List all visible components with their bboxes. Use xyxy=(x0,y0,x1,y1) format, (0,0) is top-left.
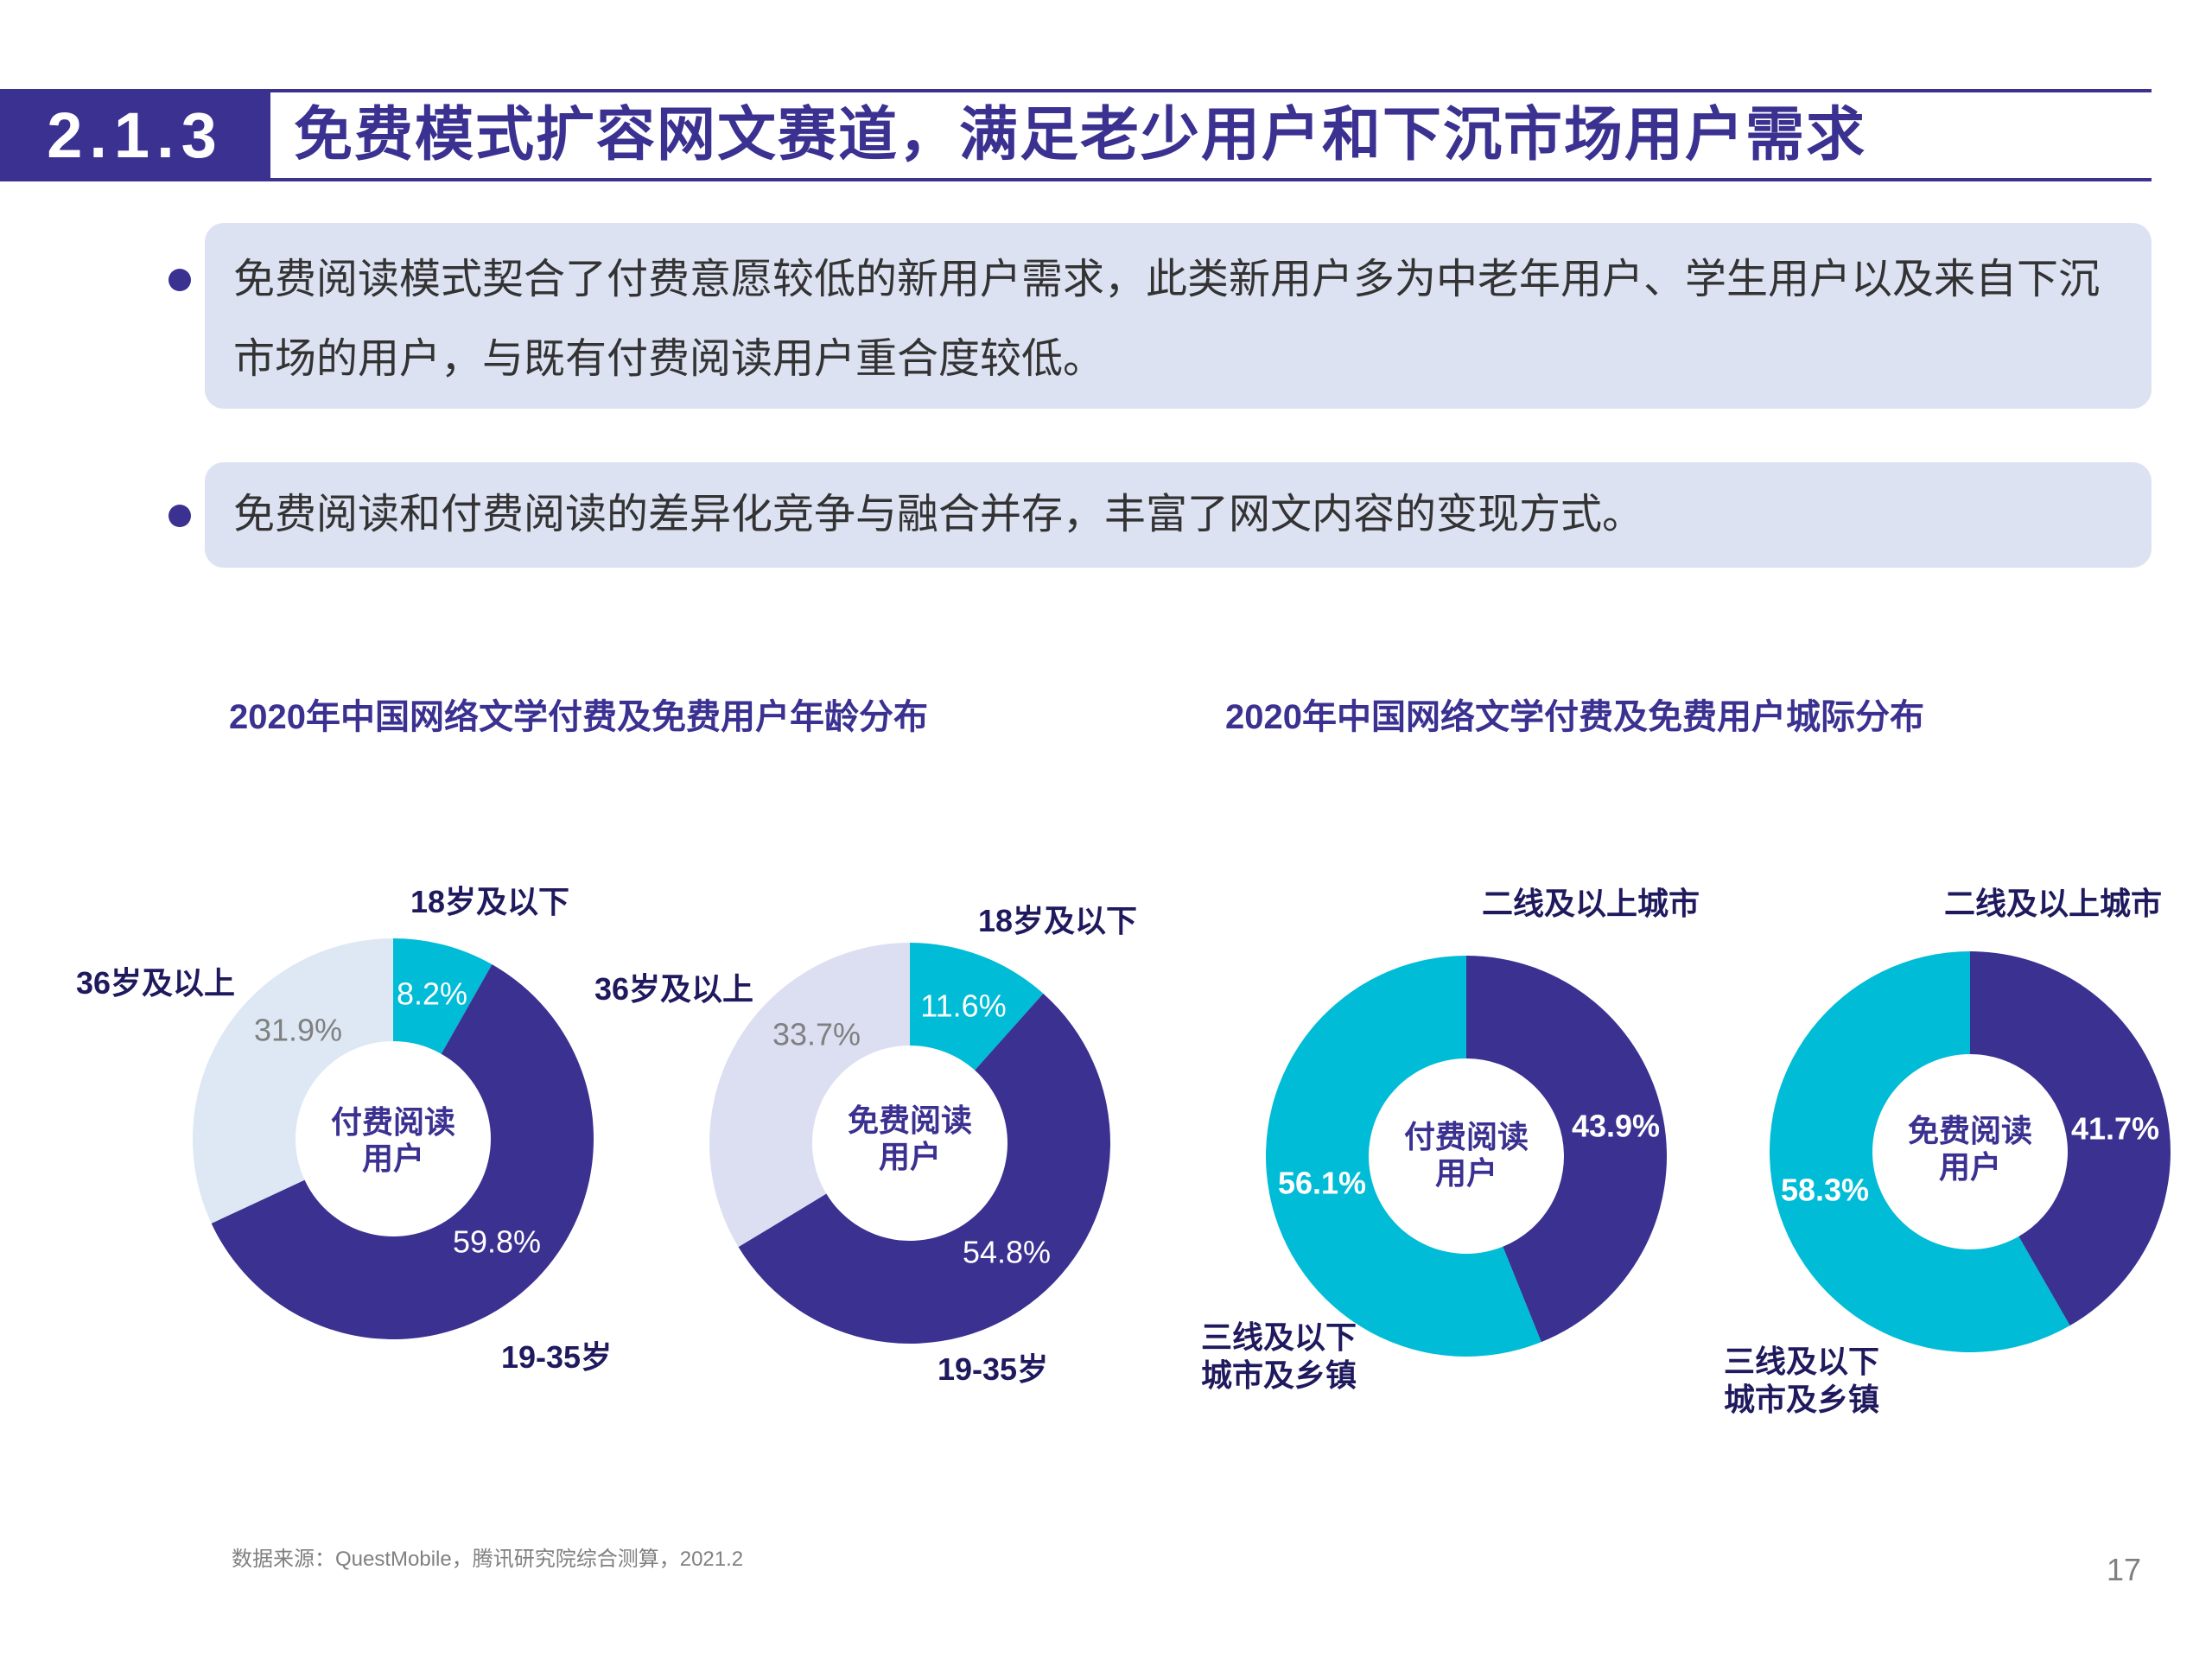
bullet-dot-icon xyxy=(168,505,191,527)
donut-slice xyxy=(393,938,493,1054)
donut-slice xyxy=(1970,951,2171,1326)
slice-value-label: 58.3% xyxy=(1781,1173,1869,1208)
donut-slice xyxy=(910,943,1044,1071)
section-header: 2.1.3 免费模式扩容网文赛道，满足老少用户和下沉市场用户需求 xyxy=(0,89,2212,181)
page-number: 17 xyxy=(2107,1552,2142,1587)
donut-slice xyxy=(1770,951,2070,1352)
slice-category-label: 18岁及以下 xyxy=(410,884,569,919)
age-chart-title: 2020年中国网络文学付费及免费用户年龄分布 xyxy=(229,698,928,736)
slice-value-label: 43.9% xyxy=(1572,1109,1660,1144)
slice-category-label: 三线及以下城市及乡镇 xyxy=(1201,1319,1357,1393)
slice-value-label: 59.8% xyxy=(453,1224,541,1260)
page-title: 免费模式扩容网文赛道，满足老少用户和下沉市场用户需求 xyxy=(294,102,1867,168)
section-number: 2.1.3 xyxy=(0,89,270,181)
donut-center-label: 付费阅读用户 xyxy=(1404,1119,1529,1191)
donut-slice xyxy=(1466,956,1667,1343)
slice-category-label: 36岁及以上 xyxy=(76,965,235,1001)
slice-value-label: 31.9% xyxy=(254,1013,342,1048)
slice-value-label: 54.8% xyxy=(963,1235,1051,1270)
slice-value-label: 11.6% xyxy=(920,988,1006,1024)
city-chart-title: 2020年中国网络文学付费及免费用户城际分布 xyxy=(1225,698,1924,736)
donut-slice xyxy=(211,964,594,1339)
donut-slice xyxy=(1265,956,1541,1357)
header-top-rule xyxy=(270,89,2152,92)
slice-category-label: 19-35岁 xyxy=(501,1339,612,1375)
bullet-box-2 xyxy=(205,462,2152,568)
donut-chart-3: 43.9% 二线及以上城市 56.1% 三线及以下城市及乡镇 付费阅读用户 xyxy=(1201,886,1700,1393)
slice-value-label: 56.1% xyxy=(1278,1166,1366,1201)
slice-value-label: 8.2% xyxy=(397,976,467,1012)
header-bottom-rule xyxy=(270,178,2152,181)
donut-center-label: 免费阅读用户 xyxy=(1908,1113,2032,1185)
slice-category-label: 18岁及以下 xyxy=(978,903,1137,938)
donut-center-label: 免费阅读用户 xyxy=(848,1103,972,1174)
donut-center-label: 付费阅读用户 xyxy=(331,1104,455,1176)
slice-category-label: 三线及以下城市及乡镇 xyxy=(1724,1344,1879,1417)
bullet-text-2: 免费阅读和付费阅读的差异化竞争与融合并存，丰富了网文内容的变现方式。 xyxy=(233,492,1644,537)
donut-slice xyxy=(738,993,1111,1344)
slice-value-label: 33.7% xyxy=(772,1017,861,1052)
donut-chart-4: 41.7% 二线及以上城市 58.3% 三线及以下城市及乡镇 免费阅读用户 xyxy=(1724,886,2171,1417)
slice-category-label: 二线及以上城市 xyxy=(1944,886,2162,921)
bullet-text-1: 免费阅读模式契合了付费意愿较低的新用户需求，此类新用户多为中老年用户、学生用户以… xyxy=(233,257,2101,382)
slice-category-label: 36岁及以上 xyxy=(594,971,753,1007)
slice-category-label: 19-35岁 xyxy=(938,1351,1048,1387)
data-source: 数据来源：QuestMobile，腾讯研究院综合测算，2021.2 xyxy=(232,1548,744,1571)
donut-slice xyxy=(193,938,393,1224)
bullet-box-1 xyxy=(205,223,2152,409)
slice-value-label: 41.7% xyxy=(2071,1111,2159,1147)
donut-slice xyxy=(709,943,910,1248)
bullet-dot-icon xyxy=(168,269,191,291)
slice-category-label: 二线及以上城市 xyxy=(1482,886,1700,921)
